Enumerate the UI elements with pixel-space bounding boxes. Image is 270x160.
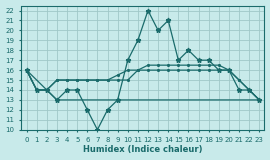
X-axis label: Humidex (Indice chaleur): Humidex (Indice chaleur): [83, 145, 203, 154]
